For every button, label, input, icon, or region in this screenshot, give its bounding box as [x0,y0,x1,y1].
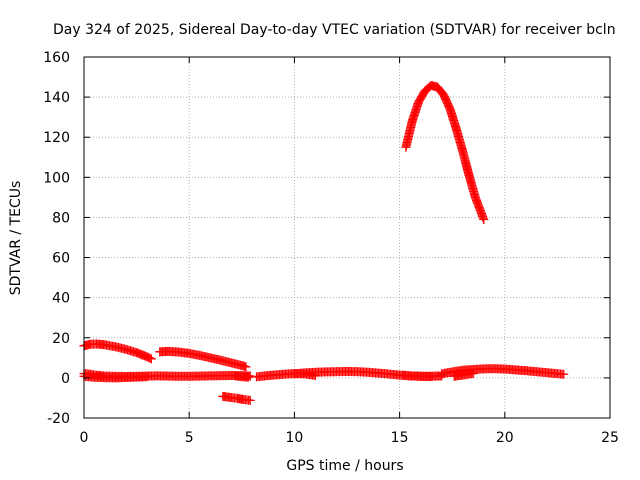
y-axis-ticks: -20 0 20 40 60 80 100 120 140 160 [43,50,610,427]
data-point [243,372,253,382]
data-point [245,395,255,405]
data-point [142,372,152,382]
y-tick-label: 160 [43,50,70,66]
x-tick-label: 15 [391,430,409,446]
data-point [479,214,489,224]
x-tick-label: 20 [496,430,514,446]
x-axis-ticks: 0 5 10 15 20 25 [80,57,619,446]
data-point [145,353,155,363]
y-tick-label: 100 [43,170,70,186]
x-tick-label: 0 [80,430,89,446]
data-point [468,368,478,378]
plot-frame [83,56,611,419]
series-arc-4 [155,346,251,372]
data-point [241,362,251,372]
x-tick-label: 25 [601,430,619,446]
x-tick-label: 5 [185,430,194,446]
series-arc-6 [230,371,253,382]
data-point [559,369,569,379]
data-point [426,371,436,381]
data-point [146,354,156,364]
y-tick-label: 40 [52,291,70,307]
y-tick-label: 140 [43,90,70,106]
series-arc-5 [218,391,255,405]
series-arc-3 [79,371,152,383]
data-point [245,371,255,381]
y-tick-label: 80 [52,210,70,226]
y-tick-label: 20 [52,331,70,347]
x-axis-label: GPS time / hours [286,458,403,474]
y-tick-label: 120 [43,130,70,146]
series-arc-9 [399,370,436,381]
chart-title: Day 324 of 2025, Sidereal Day-to-day VTE… [53,22,616,38]
y-axis-label: SDTVAR / TECUs [8,181,24,296]
series-arc-8 [289,366,447,381]
y-tick-label: 0 [61,371,70,387]
series-arc-10 [401,80,489,224]
y-tick-label: -20 [47,411,70,427]
y-tick-label: 60 [52,251,70,267]
x-tick-label: 10 [285,430,303,446]
series-arc-12 [449,368,478,381]
data-points [79,80,569,405]
